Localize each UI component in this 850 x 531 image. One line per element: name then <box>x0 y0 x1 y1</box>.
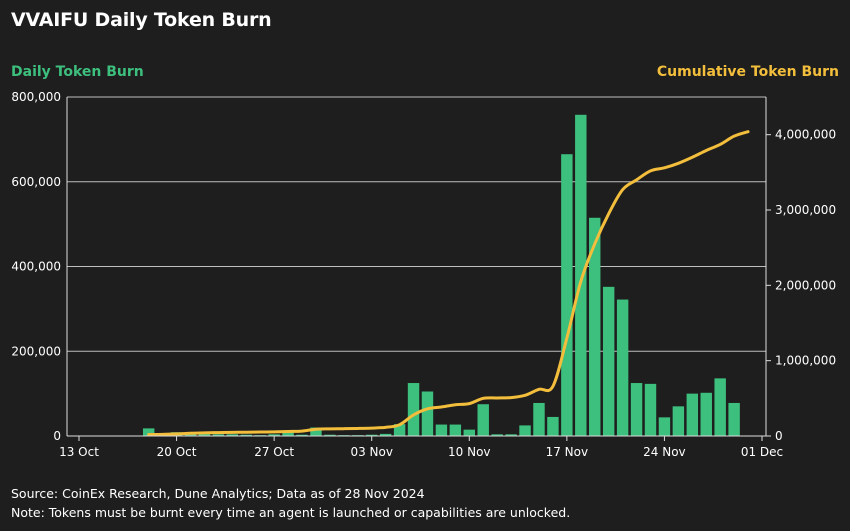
bar <box>602 286 615 436</box>
bar <box>142 428 155 436</box>
bar <box>533 402 545 436</box>
right-tick-label: 2,000,000 <box>775 278 836 292</box>
bar <box>477 404 489 436</box>
bar <box>393 424 406 436</box>
bar <box>365 434 378 436</box>
right-tick-label: 3,000,000 <box>775 203 836 217</box>
left-tick-label: 0 <box>53 429 61 443</box>
bar <box>672 406 685 436</box>
x-tick-label: 17 Nov <box>546 445 589 459</box>
left-tick-label: 600,000 <box>11 175 61 189</box>
bar <box>421 391 434 436</box>
right-tick-label: 1,000,000 <box>775 354 836 368</box>
bar <box>728 402 740 436</box>
bar <box>296 434 308 436</box>
bar <box>519 425 531 436</box>
bar <box>630 383 643 436</box>
bar <box>324 434 336 436</box>
left-tick-label: 200,000 <box>11 344 61 358</box>
left-tick-label: 400,000 <box>11 260 61 274</box>
note-text: Note: Tokens must be burnt every time an… <box>11 505 571 520</box>
bar <box>686 393 699 436</box>
source-text: Source: CoinEx Research, Dune Analytics;… <box>11 486 425 501</box>
bar <box>212 434 225 436</box>
bar <box>589 217 601 436</box>
x-tick-label: 20 Oct <box>157 445 197 459</box>
bar-series <box>142 114 740 437</box>
bar <box>407 383 420 436</box>
bar <box>379 433 392 436</box>
bar <box>463 429 476 436</box>
bar <box>505 434 517 436</box>
bar <box>700 392 712 436</box>
bar <box>644 383 657 436</box>
x-tick-label: 13 Oct <box>59 445 99 459</box>
bar <box>616 299 629 436</box>
bar <box>310 427 322 436</box>
bar <box>547 416 559 436</box>
cumulative-line <box>147 130 750 436</box>
x-tick-label: 10 Nov <box>448 445 491 459</box>
x-tick-label: 01 Dec <box>741 445 783 459</box>
x-tick-label: 24 Nov <box>643 445 686 459</box>
bar <box>240 434 252 436</box>
right-tick-label: 4,000,000 <box>775 128 836 142</box>
axes: 0 200,000 400,000 600,000 800,000 0 1,000,000 2… <box>11 90 836 459</box>
bar <box>575 114 587 437</box>
left-axis-label: Daily Token Burn <box>11 64 144 80</box>
chart-title: VVAIFU Daily Token Burn <box>11 9 272 31</box>
bar <box>561 154 573 437</box>
bar <box>435 424 448 436</box>
bar <box>714 378 726 436</box>
right-axis-label: Cumulative Token Burn <box>656 64 839 80</box>
right-tick-label: 0 <box>775 429 783 443</box>
bar <box>226 434 239 436</box>
x-tick-label: 03 Nov <box>350 445 393 459</box>
bar <box>449 424 462 436</box>
bar <box>658 417 671 436</box>
gridlines <box>67 96 766 352</box>
bar <box>282 431 294 436</box>
chart-footer: Source: CoinEx Research, Dune Analytics;… <box>11 484 570 522</box>
bar <box>268 434 280 436</box>
line-series <box>147 130 750 436</box>
x-tick-label: 27 Oct <box>254 445 294 459</box>
bar <box>491 434 503 436</box>
left-tick-label: 800,000 <box>11 90 61 104</box>
